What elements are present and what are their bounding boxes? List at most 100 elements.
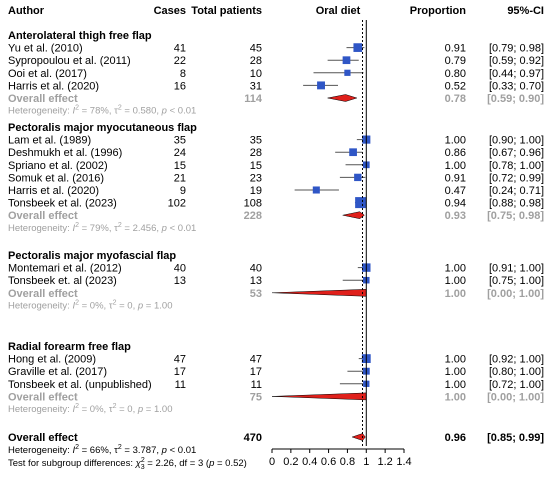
subgroup-overall-proportion: 0.78 — [445, 93, 466, 105]
study-total: 108 — [244, 198, 262, 210]
x-axis-tick-label: 0.4 — [302, 456, 317, 468]
subgroup-overall-ci: [0.00; 1.00] — [487, 391, 544, 403]
subgroup-overall-proportion: 1.00 — [445, 391, 466, 403]
study-proportion: 1.00 — [445, 354, 466, 366]
subgroup-title: Anterolateral thigh free flap — [8, 30, 152, 42]
study-cases: 22 — [174, 55, 186, 67]
study-proportion: 0.47 — [445, 185, 466, 197]
study-proportion: 0.91 — [445, 43, 466, 55]
study-cases: 35 — [174, 135, 186, 147]
study-author: Tonsbeek et. al (2023) — [8, 275, 117, 287]
overall-effect-label: Overall effect — [8, 432, 78, 444]
study-square — [317, 81, 325, 90]
study-total: 15 — [250, 160, 262, 172]
study-square — [342, 56, 351, 65]
subgroup-differences-test: Test for subgroup differences: χ2 3 = 2.2… — [8, 457, 247, 471]
study-author: Yu et al. (2010) — [8, 43, 83, 55]
x-axis-tick-label: 1.4 — [396, 456, 411, 468]
study-proportion: 0.80 — [445, 68, 466, 80]
study-proportion: 1.00 — [445, 263, 466, 275]
study-cases: 15 — [174, 160, 186, 172]
study-ci: [0.24; 0.71] — [489, 185, 544, 197]
subgroup-diamond — [342, 211, 365, 219]
study-ci: [0.44; 0.97] — [489, 68, 544, 80]
study-total: 17 — [250, 366, 262, 378]
study-cases: 102 — [168, 198, 186, 210]
study-total: 28 — [250, 147, 262, 159]
subgroup-overall-total: 228 — [244, 210, 262, 222]
subgroup-overall-ci: [0.59; 0.90] — [487, 93, 544, 105]
study-square — [349, 148, 357, 157]
study-cases: 47 — [174, 354, 186, 366]
x-axis-tick-label: 1 — [363, 456, 369, 468]
study-total: 10 — [250, 68, 262, 80]
x-axis-tick-label: 0.6 — [321, 456, 336, 468]
subgroup-title: Pectoralis major myofascial flap — [8, 250, 176, 262]
subgroup-overall-proportion: 1.00 — [445, 288, 466, 300]
header-oral-diet: Oral diet — [316, 5, 361, 17]
study-ci: [0.80; 1.00] — [489, 366, 544, 378]
study-ci: [0.72; 1.00] — [489, 379, 544, 391]
subgroup-overall-label: Overall effect — [8, 210, 78, 222]
subgroup-overall-total: 53 — [250, 288, 262, 300]
study-proportion: 1.00 — [445, 135, 466, 147]
study-author: Somuk et al. (2016) — [8, 172, 104, 184]
x-axis-tick-label: 1.2 — [377, 456, 392, 468]
study-square — [354, 173, 362, 182]
study-author: Spriano et al. (2002) — [8, 160, 108, 172]
subgroup-heterogeneity: Heterogeneity: I2 = 78%, τ2 = 0.580, p <… — [8, 105, 196, 117]
study-cases: 17 — [174, 366, 186, 378]
overall-effect-diamond — [351, 433, 366, 441]
subgroup-diamond — [327, 94, 358, 102]
overall-heterogeneity: Heterogeneity: I2 = 66%, τ2 = 3.787, p <… — [8, 444, 196, 456]
study-proportion: 0.86 — [445, 147, 466, 159]
subgroup-title: Pectoralis major myocutaneous flap — [8, 122, 197, 134]
study-square — [355, 197, 367, 209]
header-cases: Cases — [154, 5, 186, 17]
study-proportion: 1.00 — [445, 275, 466, 287]
study-ci: [0.78; 1.00] — [489, 160, 544, 172]
subgroup-overall-label: Overall effect — [8, 93, 78, 105]
study-cases: 41 — [174, 43, 186, 55]
header-author: Author — [8, 5, 45, 17]
subgroup-diamond — [271, 392, 367, 401]
subgroup-diamond — [271, 289, 367, 297]
study-proportion: 1.00 — [445, 366, 466, 378]
header-proportion: Proportion — [410, 5, 466, 17]
study-ci: [0.92; 1.00] — [489, 354, 544, 366]
subgroup-heterogeneity: Heterogeneity: I2 = 79%, τ2 = 2.456, p <… — [8, 222, 196, 234]
study-total: 13 — [250, 275, 262, 287]
study-proportion: 1.00 — [445, 160, 466, 172]
subgroup-heterogeneity: Heterogeneity: I2 = 0%, τ2 = 0, p = 1.00 — [8, 403, 173, 415]
header-total-patients: Total patients — [191, 5, 262, 17]
study-cases: 8 — [180, 68, 186, 80]
study-cases: 11 — [175, 379, 186, 391]
study-author: Graville et al. (2017) — [8, 366, 107, 378]
study-total: 28 — [250, 55, 262, 67]
study-ci: [0.79; 0.98] — [489, 43, 544, 55]
study-author: Montemari et al. (2012) — [8, 263, 122, 275]
study-proportion: 0.79 — [445, 55, 466, 67]
study-proportion: 1.00 — [445, 379, 466, 391]
study-square — [344, 69, 351, 76]
subgroup-overall-label: Overall effect — [8, 391, 78, 403]
study-total: 40 — [250, 263, 262, 275]
study-ci: [0.67; 0.96] — [489, 147, 544, 159]
study-ci: [0.72; 0.99] — [489, 172, 544, 184]
study-total: 35 — [250, 135, 262, 147]
x-axis-tick-label: 0.8 — [340, 456, 355, 468]
study-cases: 21 — [174, 172, 186, 184]
study-total: 47 — [250, 354, 262, 366]
study-cases: 40 — [174, 263, 186, 275]
subgroup-overall-label: Overall effect — [8, 288, 78, 300]
overall-effect-proportion: 0.96 — [445, 432, 466, 444]
x-axis-tick-label: 0.2 — [283, 456, 298, 468]
study-author: Sypropoulou et al. (2011) — [8, 55, 131, 67]
study-ci: [0.90; 1.00] — [489, 135, 544, 147]
study-author: Harris et al. (2020) — [8, 80, 99, 92]
subgroup-title: Radial forearm free flap — [8, 341, 131, 353]
study-ci: [0.33; 0.70] — [489, 80, 544, 92]
study-total: 31 — [250, 80, 262, 92]
